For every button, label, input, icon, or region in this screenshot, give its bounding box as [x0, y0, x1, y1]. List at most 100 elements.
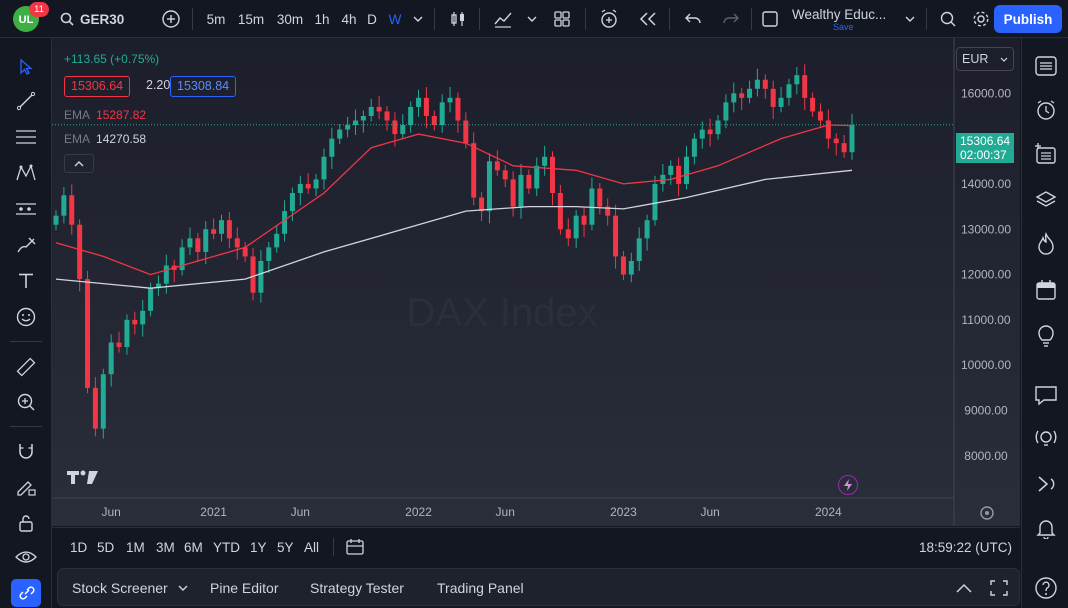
time-scale[interactable]: Jun 2021 Jun 2022 Jun 2023 Jun 2024 — [101, 505, 842, 519]
bid-price-button[interactable]: 15306.64 — [64, 76, 131, 97]
candle-body — [817, 111, 823, 121]
measure-tool[interactable] — [0, 350, 52, 384]
alert-button[interactable] — [596, 0, 622, 38]
quick-search-button[interactable] — [936, 0, 960, 38]
range-1y[interactable]: 1Y — [250, 539, 267, 555]
ideas-button[interactable] — [1022, 318, 1068, 354]
time-scale-settings[interactable] — [980, 506, 994, 520]
candle-body — [747, 88, 753, 98]
timeframe-d[interactable]: D — [367, 11, 377, 27]
emoji-tool[interactable] — [0, 300, 52, 334]
horizontal-lines-tool[interactable] — [0, 120, 52, 154]
timeframe-w[interactable]: W — [388, 11, 402, 27]
collapse-panel-button[interactable] — [956, 569, 972, 607]
layout-dropdown[interactable] — [902, 0, 918, 38]
settings-button[interactable] — [970, 0, 992, 38]
events-button[interactable] — [838, 475, 858, 495]
range-5y[interactable]: 5Y — [277, 539, 294, 555]
legend-collapse-button[interactable] — [64, 154, 94, 173]
candle-body — [226, 220, 232, 239]
redo-button[interactable] — [719, 0, 743, 38]
range-1m[interactable]: 1M — [126, 539, 145, 555]
chats-button[interactable] — [1022, 377, 1068, 413]
price-chart[interactable]: DAX Index 16000.0015000.0014000.0013000.… — [52, 38, 1020, 526]
timeframe-1h[interactable]: 1h — [314, 11, 330, 27]
range-ytd[interactable]: YTD — [213, 539, 240, 555]
range-1d[interactable]: 1D — [70, 539, 88, 555]
magnet-tool[interactable] — [0, 434, 52, 468]
tradingview-logo[interactable] — [66, 468, 100, 491]
chart-background — [52, 38, 1020, 526]
publish-button[interactable]: Publish — [994, 5, 1062, 33]
range-3m[interactable]: 3M — [156, 539, 175, 555]
alerts-button[interactable] — [1022, 92, 1068, 128]
candle-body — [557, 193, 563, 230]
tab-pine-editor[interactable]: Pine Editor — [210, 580, 279, 596]
fullscreen-toggle[interactable] — [758, 0, 782, 38]
text-tool[interactable] — [0, 264, 52, 298]
tab-stock-screener[interactable]: Stock Screener — [72, 569, 188, 607]
candle-body — [455, 97, 461, 121]
ema-fast-legend[interactable]: EMA 15287.82 — [64, 108, 146, 122]
ema-slow-legend[interactable]: EMA 14270.58 — [64, 132, 146, 146]
ask-price-button[interactable]: 15308.84 — [170, 76, 237, 97]
chart-area[interactable]: DAX Index 16000.0015000.0014000.0013000.… — [52, 38, 1020, 526]
sync-drawings-tool[interactable] — [0, 576, 52, 608]
timeframe-5m[interactable]: 5m — [206, 11, 226, 27]
signals-button[interactable] — [1022, 466, 1068, 502]
timeframe-15m[interactable]: 15m — [237, 11, 265, 27]
redo-icon — [723, 13, 739, 24]
trend-line-tool[interactable] — [0, 84, 52, 118]
candle-body — [53, 215, 59, 225]
timeframe-30m[interactable]: 30m — [276, 11, 304, 27]
compare-symbol-button[interactable] — [158, 0, 184, 38]
candle-body — [148, 288, 154, 311]
candle-body — [368, 106, 374, 116]
hide-drawings-tool[interactable] — [0, 540, 52, 574]
cursor-tool[interactable] — [0, 50, 52, 84]
price-tick-label: 8000.00 — [964, 449, 1008, 463]
go-to-date-button[interactable] — [345, 528, 365, 566]
range-6m[interactable]: 6M — [184, 539, 203, 555]
tab-trading-panel[interactable]: Trading Panel — [437, 580, 524, 596]
timeframe-dropdown[interactable] — [410, 0, 426, 38]
range-all[interactable]: All — [304, 539, 320, 555]
candle-body — [77, 224, 83, 280]
undo-button[interactable] — [681, 0, 705, 38]
notifications-button[interactable] — [1022, 510, 1068, 546]
price-tick-label: 14000.00 — [961, 177, 1011, 191]
time-tick-label: 2022 — [405, 505, 432, 519]
calendar-button[interactable] — [1022, 272, 1068, 308]
object-tree-button[interactable] — [1022, 136, 1068, 172]
indicators-dropdown[interactable] — [524, 0, 540, 38]
grid-icon — [554, 11, 570, 27]
clock-timezone[interactable]: 18:59:22 (UTC) — [918, 539, 1012, 555]
help-button[interactable] — [1022, 570, 1068, 606]
layers-button[interactable] — [1022, 182, 1068, 218]
projection-tool[interactable] — [0, 192, 52, 226]
timeframe-4h[interactable]: 4h — [341, 11, 357, 27]
hotlists-button[interactable] — [1022, 226, 1068, 262]
layout-menu[interactable]: Wealthy Educ... Save — [792, 0, 898, 38]
chart-type-button[interactable] — [445, 0, 471, 38]
symbol-search[interactable]: GER30 — [60, 0, 130, 38]
maximize-panel-button[interactable] — [990, 569, 1008, 607]
text-icon — [19, 273, 33, 288]
zoom-tool[interactable] — [0, 385, 52, 419]
pattern-tool[interactable] — [0, 156, 52, 190]
replay-button[interactable] — [635, 0, 661, 38]
candle-body — [447, 97, 453, 103]
lock-drawings-tool[interactable] — [0, 506, 52, 540]
candle-body — [825, 120, 831, 139]
brush-tool[interactable] — [0, 228, 52, 262]
templates-button[interactable] — [550, 0, 574, 38]
currency-selector[interactable]: EUR — [956, 47, 1014, 71]
streams-button[interactable] — [1022, 421, 1068, 457]
watchlist-button[interactable] — [1022, 48, 1068, 84]
tab-strategy-tester[interactable]: Strategy Tester — [310, 580, 404, 596]
stay-drawing-tool[interactable] — [0, 470, 52, 504]
range-5d[interactable]: 5D — [97, 539, 115, 555]
indicators-button[interactable] — [490, 0, 516, 38]
candle-body — [282, 211, 288, 234]
settings-gear-icon[interactable] — [980, 506, 994, 520]
